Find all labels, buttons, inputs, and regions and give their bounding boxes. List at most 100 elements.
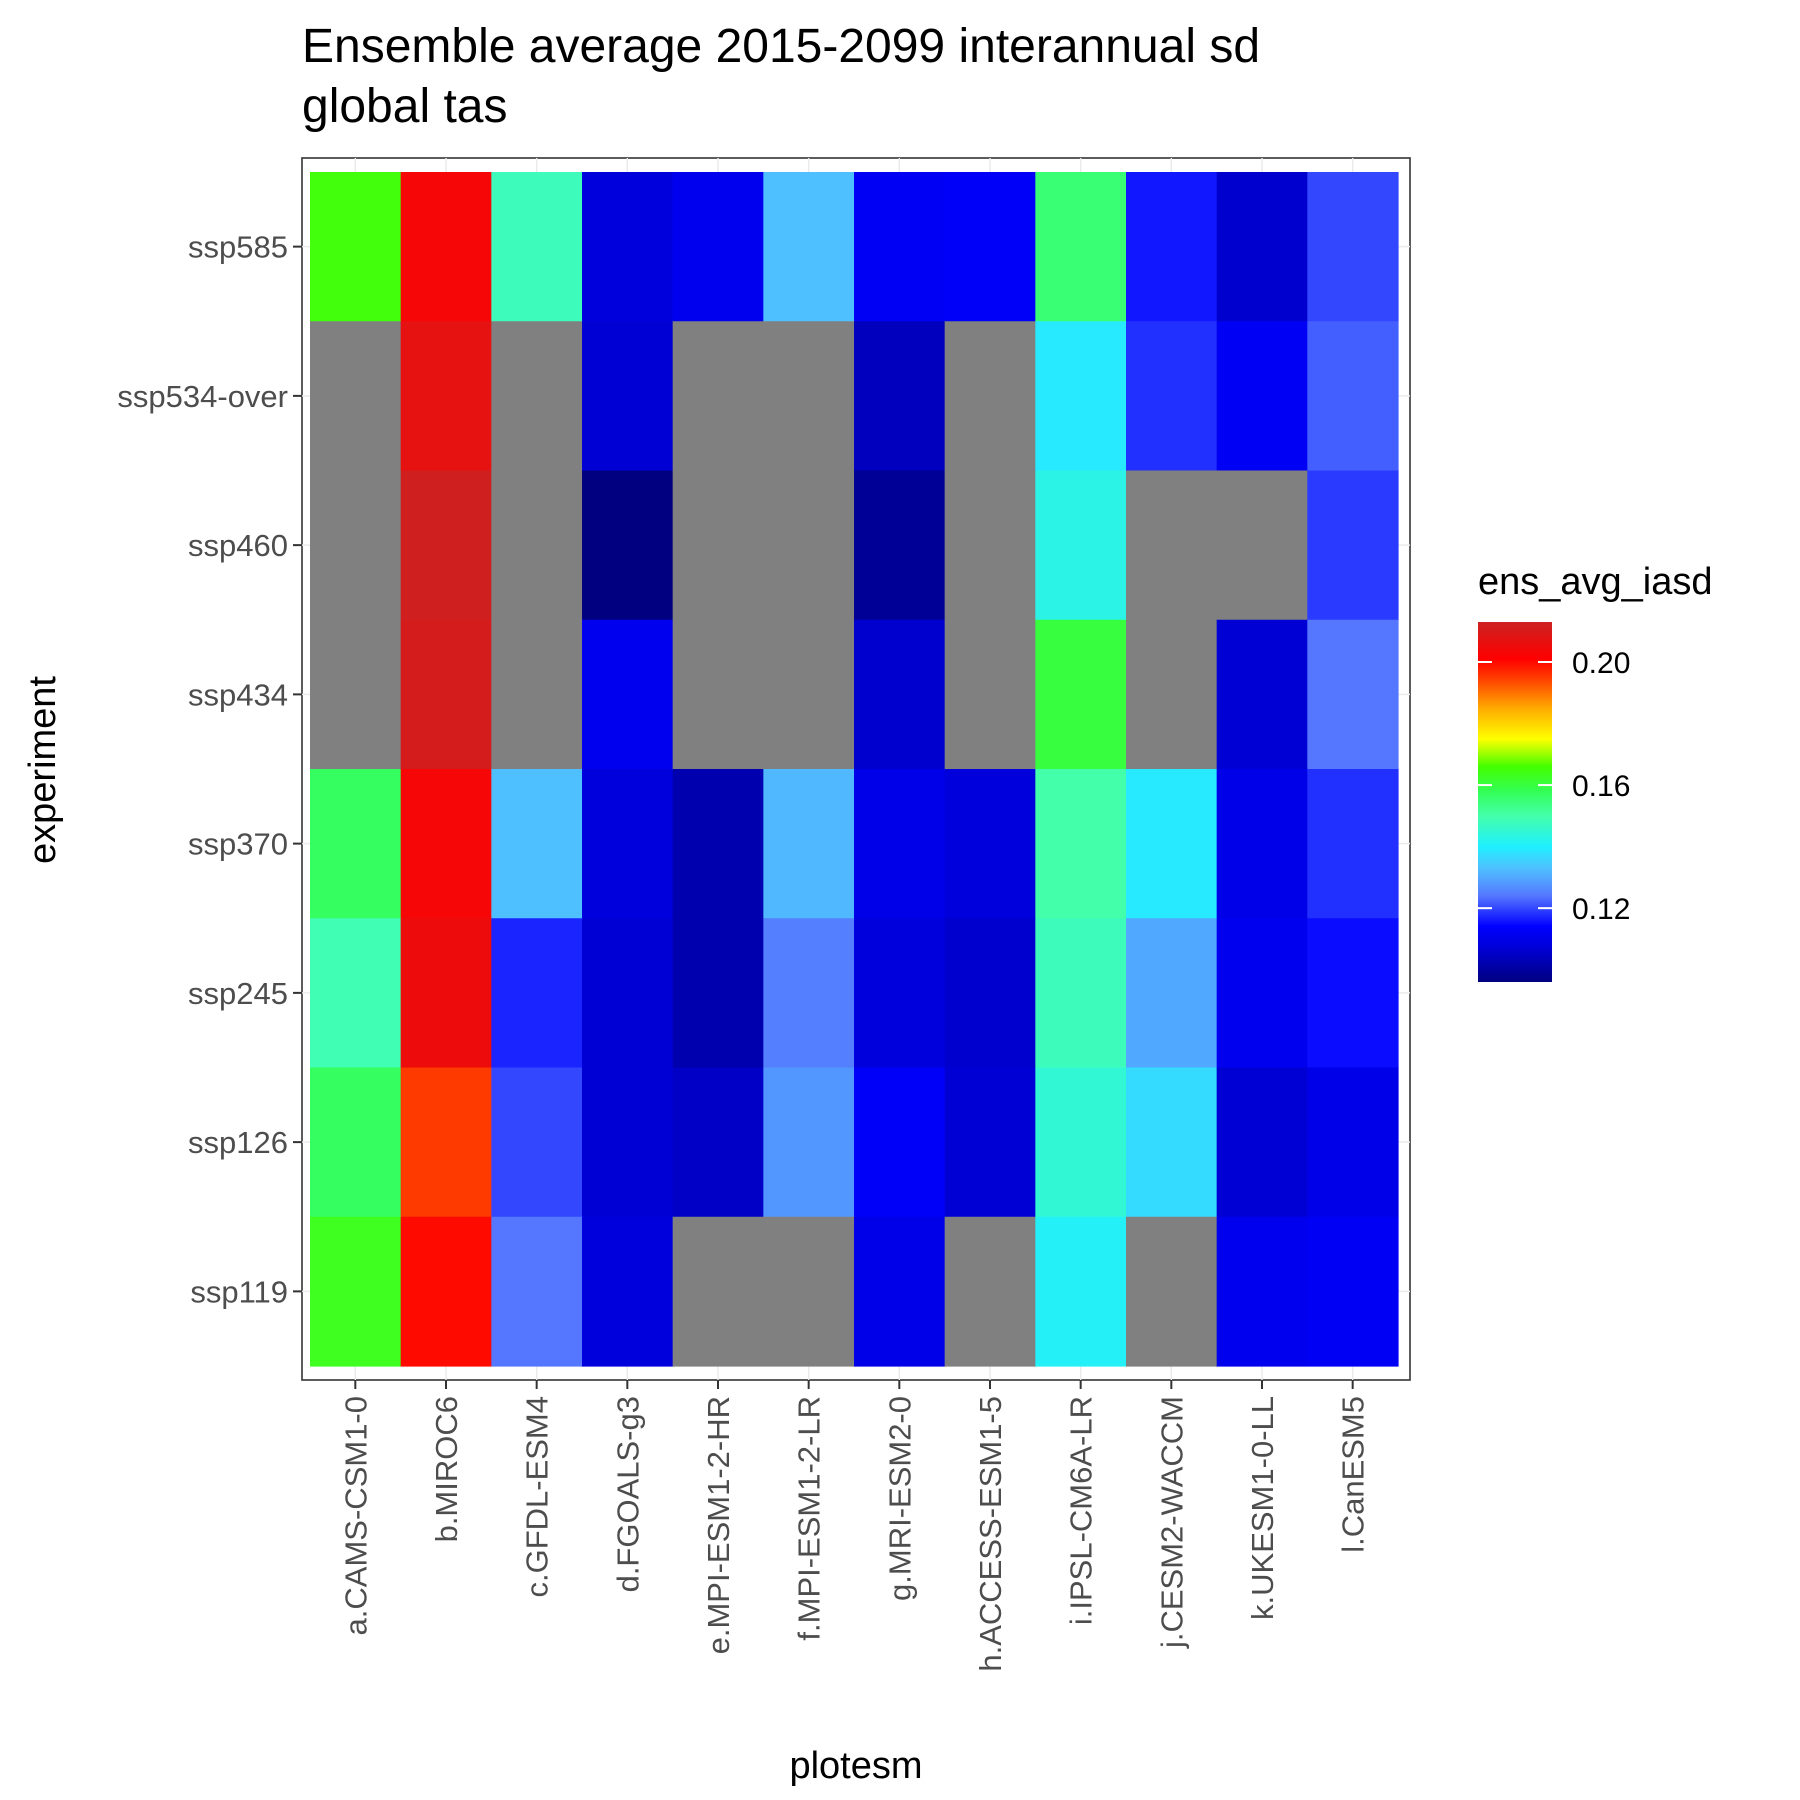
heatmap-cells xyxy=(310,172,1399,1367)
heatmap-cell xyxy=(1035,470,1127,621)
y-axis-title: experiment xyxy=(22,676,64,864)
heatmap-cell xyxy=(400,172,492,322)
heatmap-cell xyxy=(582,172,674,322)
heatmap-cell xyxy=(763,918,855,1069)
y-tick-label: ssp126 xyxy=(188,1125,288,1160)
heatmap-cell xyxy=(1035,321,1127,472)
heatmap-cell xyxy=(854,918,946,1069)
x-tick-label: h.ACCESS-ESM1-5 xyxy=(973,1396,1008,1672)
heatmap-cell xyxy=(672,321,764,472)
heatmap-cell xyxy=(1035,172,1127,322)
heatmap-cell xyxy=(1216,321,1308,472)
heatmap-cell xyxy=(763,619,855,770)
y-tick-label: ssp370 xyxy=(188,827,288,862)
heatmap-cell xyxy=(1216,470,1308,621)
heatmap-cell xyxy=(400,470,492,621)
heatmap-cell xyxy=(672,470,764,621)
heatmap-cell xyxy=(854,470,946,621)
x-axis: a.CAMS-CSM1-0 b.MIROC6 c.GFDL-ESM4 d.FGOALS… xyxy=(338,1380,1371,1672)
heatmap-cell xyxy=(1035,619,1127,770)
heatmap-cell xyxy=(1035,918,1127,1069)
y-tick-label: ssp585 xyxy=(188,230,288,265)
heatmap-cell xyxy=(400,769,492,919)
heatmap-cell xyxy=(582,619,674,770)
heatmap-cell xyxy=(491,619,583,770)
heatmap-cell xyxy=(1216,172,1308,322)
heatmap-cell xyxy=(1307,769,1399,919)
heatmap-cell xyxy=(582,470,674,621)
y-tick-label: ssp119 xyxy=(190,1274,288,1309)
heatmap-cell xyxy=(400,1067,492,1218)
heatmap-cell xyxy=(1126,619,1218,770)
heatmap-cell xyxy=(310,321,402,472)
heatmap-cell xyxy=(763,470,855,621)
heatmap-cell xyxy=(1126,769,1218,919)
x-tick-label: l.CanESM5 xyxy=(1336,1396,1371,1553)
heatmap-cell xyxy=(491,172,583,322)
y-tick-label: ssp245 xyxy=(188,976,288,1011)
x-tick-label: e.MPI-ESM1-2-HR xyxy=(701,1396,736,1654)
heatmap-cell xyxy=(1307,470,1399,621)
legend-tick-label: 0.12 xyxy=(1572,893,1630,926)
heatmap-cell xyxy=(1126,1067,1218,1218)
heatmap-cell xyxy=(491,1216,583,1367)
legend-colorbar xyxy=(1478,622,1552,982)
heatmap-cell xyxy=(1307,321,1399,472)
heatmap-cell xyxy=(1307,619,1399,770)
heatmap-cell xyxy=(854,321,946,472)
chart-title-line-1: Ensemble average 2015-2099 interannual s… xyxy=(302,20,1260,73)
heatmap-cell xyxy=(672,769,764,919)
x-tick-label: i.IPSL-CM6A-LR xyxy=(1064,1396,1099,1625)
x-tick-label: d.FGOALS-g3 xyxy=(610,1396,645,1592)
chart-title-line-2: global tas xyxy=(302,80,507,133)
heatmap-cell xyxy=(672,1067,764,1218)
heatmap-cell xyxy=(672,918,764,1069)
heatmap-cell xyxy=(944,619,1036,770)
heatmap-cell xyxy=(1307,1067,1399,1218)
heatmap-cell xyxy=(491,321,583,472)
heatmap-cell xyxy=(854,1216,946,1367)
heatmap-cell xyxy=(400,619,492,770)
x-tick-label: c.GFDL-ESM4 xyxy=(520,1396,555,1598)
heatmap-cell xyxy=(1216,918,1308,1069)
x-tick-label: b.MIROC6 xyxy=(429,1396,464,1542)
heatmap-cell xyxy=(1216,1216,1308,1367)
heatmap-cell xyxy=(491,1067,583,1218)
heatmap-cell xyxy=(763,1067,855,1218)
heatmap-cell xyxy=(1035,1216,1127,1367)
legend-ticks: 0.12 0.16 0.20 xyxy=(1478,647,1630,926)
heatmap-cell xyxy=(491,769,583,919)
heatmap-cell xyxy=(1216,619,1308,770)
x-tick-label: j.CESM2-WACCM xyxy=(1154,1396,1189,1649)
heatmap-cell xyxy=(1126,1216,1218,1367)
y-tick-label: ssp434 xyxy=(188,677,288,712)
heatmap-cell xyxy=(310,470,402,621)
legend-tick-label: 0.16 xyxy=(1572,770,1630,803)
heatmap-cell xyxy=(310,918,402,1069)
heatmap-cell xyxy=(763,1216,855,1367)
heatmap-cell xyxy=(1307,1216,1399,1367)
x-tick-label: g.MRI-ESM2-0 xyxy=(882,1396,917,1601)
heatmap-cell xyxy=(672,1216,764,1367)
heatmap-cell xyxy=(582,918,674,1069)
heatmap-cell xyxy=(944,918,1036,1069)
legend-title: ens_avg_iasd xyxy=(1478,561,1713,603)
heatmap-cell xyxy=(854,1067,946,1218)
heatmap-cell xyxy=(1126,918,1218,1069)
heatmap-cell xyxy=(1216,769,1308,919)
heatmap-cell xyxy=(763,769,855,919)
heatmap-cell xyxy=(582,321,674,472)
heatmap-cell xyxy=(763,172,855,322)
x-tick-label: f.MPI-ESM1-2-LR xyxy=(792,1396,827,1641)
heatmap-cell xyxy=(491,918,583,1069)
heatmap-cell xyxy=(582,769,674,919)
heatmap-cell xyxy=(944,769,1036,919)
heatmap-cell xyxy=(1307,918,1399,1069)
heatmap-cell xyxy=(672,172,764,322)
heatmap-cell xyxy=(582,1067,674,1218)
heatmap-cell xyxy=(854,769,946,919)
heatmap-cell xyxy=(854,172,946,322)
heatmap-cell xyxy=(310,619,402,770)
heatmap-cell xyxy=(400,321,492,472)
